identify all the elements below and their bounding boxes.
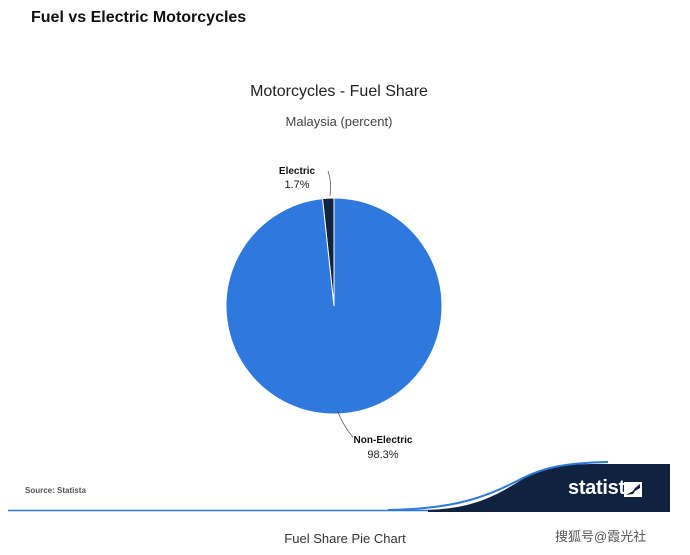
chart-subtitle: Malaysia (percent) [285, 114, 393, 129]
source-note: Source: Statista [25, 486, 86, 495]
pie-chart: Electric 1.7% Non-Electric 98.3% [225, 166, 443, 461]
page-heading: Fuel vs Electric Motorcycles [31, 9, 247, 26]
pie-slice-non-electric [225, 197, 443, 415]
source-watermark: 搜狐号@霞光社 [555, 529, 647, 544]
slice-label-non-electric: Non-Electric [354, 435, 413, 446]
brand-band [8, 461, 670, 512]
statista-logo-icon [624, 482, 642, 497]
figure-caption: Fuel Share Pie Chart [284, 531, 406, 546]
slice-label-electric: Electric [279, 166, 316, 177]
brand-band-accent [387, 461, 609, 511]
slice-value-electric: 1.7% [284, 179, 309, 191]
electric-leader-line [327, 170, 332, 197]
slice-value-non-electric: 98.3% [367, 449, 398, 461]
brand-band-fill [428, 464, 670, 512]
chart-title: Motorcycles - Fuel Share [250, 83, 428, 100]
chart-card: Motorcycles - Fuel Share Malaysia (perce… [8, 36, 670, 512]
non-electric-leader-line [336, 409, 354, 438]
statista-logo-text: statista [568, 477, 636, 499]
